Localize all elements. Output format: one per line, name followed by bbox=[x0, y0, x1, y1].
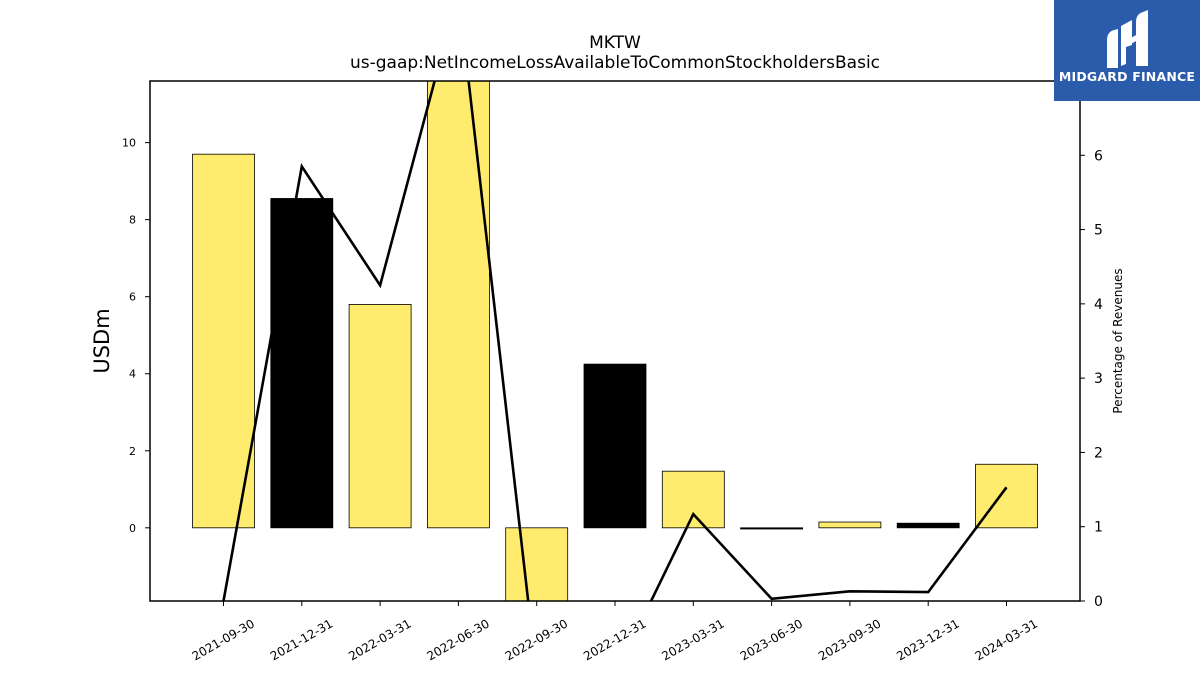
chart-subtitle: us-gaap:NetIncomeLossAvailableToCommonSt… bbox=[350, 53, 880, 73]
y-axis-label-right: Percentage of Revenues bbox=[1111, 268, 1125, 413]
y-tick-label-left: 10 bbox=[122, 137, 136, 150]
line-series bbox=[222, 81, 1008, 601]
bar-2023-06-30 bbox=[740, 527, 803, 530]
x-tick-label: 2022-09-30 bbox=[503, 616, 570, 663]
y-tick-label-left: 4 bbox=[129, 368, 136, 381]
y-tick-label-left: 0 bbox=[129, 522, 136, 535]
x-tick-label: 2024-03-31 bbox=[973, 616, 1040, 663]
bar-2022-03-31 bbox=[348, 304, 412, 529]
y-tick-label-right: 3 bbox=[1094, 371, 1103, 387]
bar-2022-06-30 bbox=[426, 81, 490, 529]
x-tick-label: 2022-12-31 bbox=[581, 616, 648, 663]
x-axis: 2021-09-30 2021-12-31 2022-03-31 2022-06-30… bbox=[190, 601, 1040, 663]
x-tick-label: 2023-09-30 bbox=[816, 616, 883, 663]
x-tick-label: 2021-09-30 bbox=[190, 616, 257, 663]
x-tick-label: 2022-06-30 bbox=[424, 616, 491, 663]
y-tick-label-right: 4 bbox=[1094, 297, 1103, 313]
bar-2023-09-30 bbox=[818, 521, 882, 529]
bar-2022-12-31 bbox=[583, 363, 647, 529]
y-tick-label-right: 2 bbox=[1094, 445, 1103, 461]
bar-2022-09-30 bbox=[505, 527, 569, 601]
bar-2021-12-31 bbox=[270, 198, 334, 529]
right-axis: 0 1 2 3 4 5 6 bbox=[1080, 148, 1103, 610]
y-tick-label-right: 1 bbox=[1094, 520, 1103, 536]
x-tick-label: 2023-06-30 bbox=[738, 616, 805, 663]
x-tick-label: 2023-03-31 bbox=[659, 616, 726, 663]
bar-2023-12-31 bbox=[896, 522, 960, 529]
y-tick-label-left: 2 bbox=[129, 445, 136, 458]
logo-background bbox=[1054, 0, 1200, 101]
x-tick-label: 2023-12-31 bbox=[894, 616, 961, 663]
y-tick-label-right: 0 bbox=[1094, 594, 1103, 610]
bar-2024-03-31 bbox=[975, 463, 1038, 529]
y-tick-label-left: 6 bbox=[129, 291, 136, 304]
y-tick-label-right: 6 bbox=[1094, 148, 1103, 164]
y-axis-label-left: USDm bbox=[90, 308, 114, 373]
left-axis: 0 2 4 6 8 10 bbox=[122, 137, 150, 535]
line-path bbox=[222, 81, 1008, 601]
bar-series bbox=[192, 81, 1038, 601]
bar-2021-09-30 bbox=[192, 153, 255, 529]
x-tick-label: 2021-12-31 bbox=[268, 616, 335, 663]
chart-title: MKTW bbox=[589, 33, 641, 53]
midgard-finance-logo: MIDGARD FINANCE bbox=[1054, 0, 1200, 101]
y-tick-label-right: 5 bbox=[1094, 223, 1103, 239]
logo-text: MIDGARD FINANCE bbox=[1059, 69, 1195, 84]
x-tick-label: 2022-03-31 bbox=[346, 616, 413, 663]
logo-mark-icon bbox=[1107, 10, 1148, 68]
y-tick-label-left: 8 bbox=[129, 214, 136, 227]
bar-2023-03-31 bbox=[661, 470, 725, 529]
